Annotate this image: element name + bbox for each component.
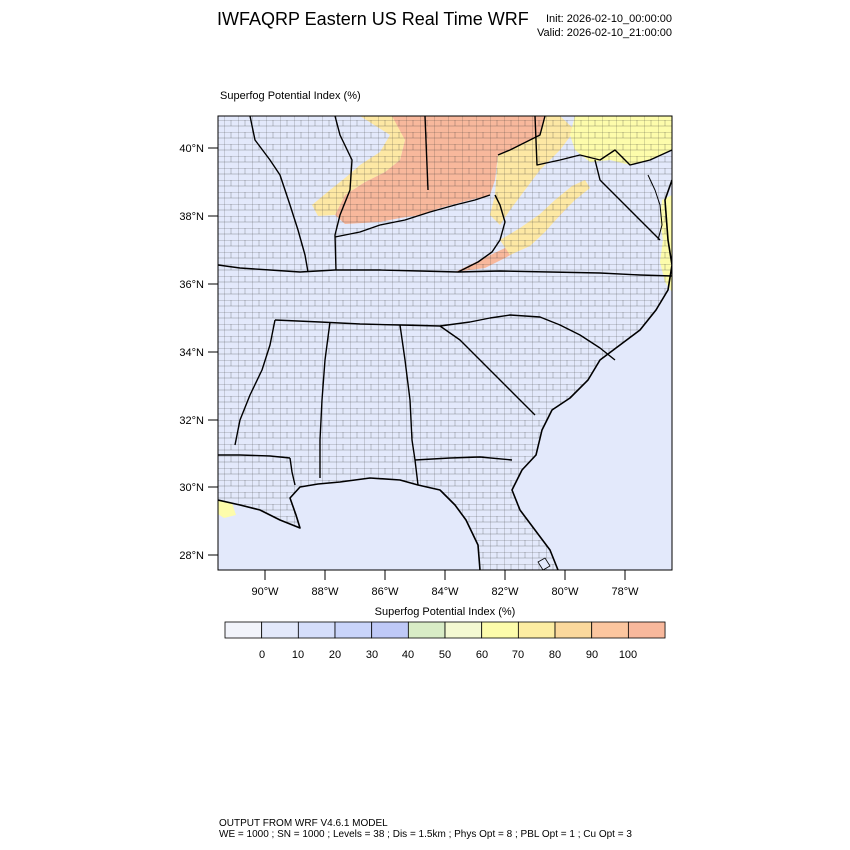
colorbar-box [371,621,409,639]
lon-tick-label: 90°W [251,586,279,598]
colorbar-box [407,621,446,639]
lat-tick-label: 30°N [179,482,204,494]
lon-tick-label: 78°W [611,586,639,598]
latitude-axis: 40°N 38°N 36°N 34°N 32°N 30°N 28°N [179,143,218,562]
colorbar [224,621,666,639]
colorbar-box [261,621,299,639]
lat-tick-label: 40°N [179,143,204,155]
colorbar-tick-label: 80 [549,649,561,661]
colorbar-box [554,621,593,639]
valid-time-label: Valid: 2026-02-10_21:00:00 [537,27,672,39]
colorbar-tick-label: 20 [329,649,341,661]
colorbar-tick-label: 60 [476,649,488,661]
low-index-zone [218,500,236,518]
coastline [218,179,672,570]
lon-tick-label: 80°W [551,586,579,598]
field-label: Superfog Potential Index (%) [220,90,361,102]
lake-okeechobee [537,557,551,570]
lat-tick-label: 28°N [179,550,204,562]
colorbar-tick-label: 0 [259,649,265,661]
map-title: IWFAQRP Eastern US Real Time WRF [217,9,529,29]
colorbar-box [627,621,666,639]
init-time-label: Init: 2026-02-10_00:00:00 [546,13,672,25]
colorbar-tick-label: 70 [512,649,524,661]
lat-tick-label: 34°N [179,347,204,359]
colorbar-box [481,621,519,639]
colorbar-box [444,621,483,639]
longitude-axis: 90°W 88°W 86°W 84°W 82°W 80°W 78°W [251,570,639,598]
colorbar-box [334,621,373,639]
lon-tick-label: 82°W [491,586,519,598]
county-boundaries [218,116,672,570]
colorbar-box [224,621,263,639]
colorbar-box [297,621,336,639]
lon-tick-label: 84°W [431,586,459,598]
lon-tick-label: 88°W [311,586,339,598]
lat-tick-label: 32°N [179,415,204,427]
colorbar-title: Superfog Potential Index (%) [374,606,516,618]
colorbar-tick-label: 50 [439,649,451,661]
chesapeake-bay [647,174,663,241]
colorbar-tick-label: 40 [402,649,414,661]
colorbar-tick-label: 100 [619,649,637,661]
lat-tick-label: 36°N [179,279,204,291]
colorbar-tick-label: 90 [586,649,598,661]
state-boundaries [218,116,672,486]
model-info-line: OUTPUT FROM WRF V4.6.1 MODEL [219,818,388,829]
lat-tick-label: 38°N [179,211,204,223]
colorbar-box [591,621,629,639]
colorbar-tick-label: 10 [292,649,304,661]
lon-tick-label: 86°W [371,586,399,598]
colorbar-tick-label: 30 [366,649,378,661]
model-config-line: WE = 1000 ; SN = 1000 ; Levels = 38 ; Di… [219,829,632,840]
colorbar-box [517,621,556,639]
colorbar-labels: 0 10 20 30 40 50 60 70 80 90 100 [259,649,637,661]
